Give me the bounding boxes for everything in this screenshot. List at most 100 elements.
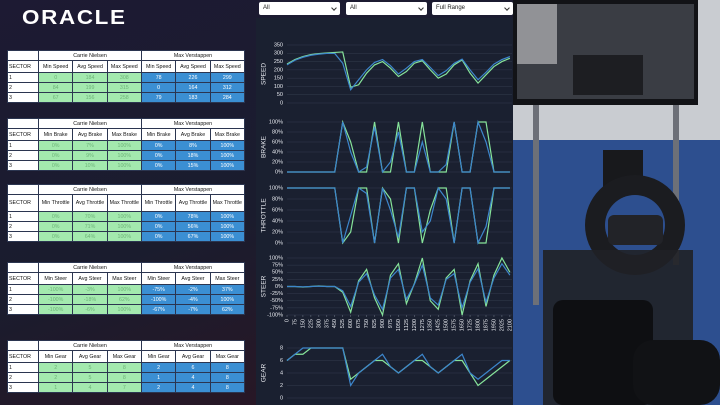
x-tick-label: 825 bbox=[372, 319, 378, 328]
seat-back bbox=[633, 340, 720, 405]
y-tick-label: -100% bbox=[267, 312, 283, 318]
series-line bbox=[286, 347, 510, 388]
x-tick-label: 1875 bbox=[483, 319, 489, 331]
stats-table: Carrie Nielsen Max Verstappen SECTOR Min Sp… bbox=[7, 50, 246, 103]
column-header: Avg Throttle bbox=[72, 194, 108, 212]
column-header: Min Speed bbox=[140, 60, 177, 73]
y-tick-label: 350 bbox=[274, 42, 283, 48]
column-header: Avg Brake bbox=[72, 128, 108, 141]
column-header: Avg Steer bbox=[72, 272, 108, 285]
stand bbox=[533, 105, 539, 305]
value-cell: 8 bbox=[209, 382, 246, 393]
y-tick-label: 25% bbox=[272, 277, 283, 283]
filter-dropdown[interactable]: All bbox=[259, 2, 340, 15]
y-tick-label: 60% bbox=[272, 207, 283, 213]
column-header: Max Throttle bbox=[209, 194, 246, 212]
data-row: 3 -100% -6% 100% -67% -7% 62% bbox=[7, 304, 246, 315]
column-row: SECTOR Min Steer Avg Steer Max Steer Min Ste… bbox=[7, 272, 246, 285]
x-tick-label: 300 bbox=[316, 319, 322, 328]
data-row: 3 0% 64% 100% 0% 67% 100% bbox=[7, 231, 246, 242]
y-tick-label: 200 bbox=[274, 67, 283, 73]
y-tick-label: 60% bbox=[272, 139, 283, 145]
y-tick-label: 40% bbox=[272, 149, 283, 155]
data-row: 3 0% 10% 100% 0% 15% 100% bbox=[7, 160, 246, 171]
filter-dropdown[interactable]: Full Range bbox=[432, 2, 513, 15]
x-tick-label: 0 bbox=[284, 319, 290, 322]
stats-table: Carrie Nielsen Max Verstappen SECTOR Min Br… bbox=[7, 118, 246, 171]
screen-detail bbox=[517, 4, 557, 64]
stats-table: Carrie Nielsen Max Verstappen SECTOR Min Th… bbox=[7, 184, 246, 242]
column-row: SECTOR Min Gear Avg Gear Max Gear Min Gear Av… bbox=[7, 350, 246, 363]
x-tick-label: 1425 bbox=[436, 319, 442, 331]
x-tick-label: 1950 bbox=[491, 319, 497, 331]
y-tick-label: 50% bbox=[272, 270, 283, 276]
x-tick-label: 1050 bbox=[396, 319, 402, 331]
y-tick-label: 100% bbox=[269, 185, 283, 191]
filter-dropdown[interactable]: All bbox=[346, 2, 427, 15]
charts: SPEED050100150200250300350BRAKE0%20%40%6… bbox=[256, 18, 513, 405]
series-line bbox=[287, 262, 511, 311]
y-tick-label: 2 bbox=[280, 383, 283, 389]
series-line bbox=[286, 52, 511, 92]
column-header: Max Speed bbox=[106, 60, 142, 73]
x-tick-label: 900 bbox=[380, 319, 386, 328]
y-axis-title: THROTTLE bbox=[261, 198, 268, 233]
y-axis-title: STEER bbox=[261, 275, 268, 297]
x-tick-label: 525 bbox=[340, 319, 346, 328]
value-cell: 100% bbox=[209, 231, 246, 242]
value-cell: 100% bbox=[209, 160, 246, 171]
x-tick-label: 1575 bbox=[452, 319, 458, 331]
y-axis-title: BRAKE bbox=[261, 135, 268, 158]
x-tick-label: 375 bbox=[324, 319, 330, 328]
value-cell: 62% bbox=[209, 304, 246, 315]
series-line bbox=[287, 186, 510, 246]
x-tick-label: 975 bbox=[388, 319, 394, 328]
seat bbox=[553, 300, 653, 405]
data-row: 1 -100% -3% 100% -75% -2% 37% bbox=[7, 284, 246, 295]
column-header: Min Gear bbox=[37, 350, 74, 363]
y-tick-label: 100% bbox=[269, 119, 283, 125]
x-tick-label: 2100 bbox=[507, 319, 513, 331]
value-cell: 284 bbox=[209, 92, 246, 103]
stand bbox=[673, 105, 679, 265]
y-tick-label: 0% bbox=[275, 240, 283, 246]
y-axis-title: SPEED bbox=[261, 63, 268, 85]
y-tick-label: -25% bbox=[270, 291, 283, 297]
y-tick-label: 0 bbox=[280, 100, 283, 106]
x-tick-label: 2025 bbox=[499, 319, 505, 331]
x-tick-label: 75 bbox=[292, 319, 298, 325]
data-row: 3 67 156 258 79 183 284 bbox=[7, 92, 246, 103]
x-tick-label: 1125 bbox=[404, 319, 410, 331]
x-tick-label: 1725 bbox=[468, 319, 474, 331]
y-tick-label: 100% bbox=[269, 255, 283, 261]
y-tick-label: -50% bbox=[270, 298, 283, 304]
y-tick-label: 8 bbox=[280, 345, 283, 351]
column-header: Min Steer bbox=[140, 272, 177, 285]
y-tick-label: 4 bbox=[280, 370, 283, 376]
x-tick-label: 675 bbox=[356, 319, 362, 328]
chart-panel bbox=[256, 18, 513, 405]
y-axis-title: GEAR bbox=[261, 363, 268, 382]
column-header: Max Gear bbox=[209, 350, 246, 363]
data-row: 2 84 199 315 0 164 312 bbox=[7, 82, 246, 93]
sector-header: SECTOR bbox=[7, 128, 39, 141]
y-tick-label: 40% bbox=[272, 218, 283, 224]
y-tick-label: 80% bbox=[272, 196, 283, 202]
x-tick-label: 1500 bbox=[444, 319, 450, 331]
screen-cockpit bbox=[573, 55, 643, 95]
x-tick-label: 600 bbox=[348, 319, 354, 328]
y-tick-label: 0 bbox=[280, 395, 283, 401]
y-tick-label: 100 bbox=[274, 84, 283, 90]
y-tick-label: 250 bbox=[274, 59, 283, 65]
column-header: Min Throttle bbox=[140, 194, 177, 212]
y-tick-label: 75% bbox=[272, 263, 283, 269]
y-tick-label: 6 bbox=[280, 358, 283, 364]
x-tick-label: 225 bbox=[308, 319, 314, 328]
x-tick-label: 1800 bbox=[475, 319, 481, 331]
column-header: Min Brake bbox=[140, 128, 177, 141]
y-tick-label: 0% bbox=[275, 284, 283, 290]
wheel-hub bbox=[608, 215, 663, 245]
sector-header: SECTOR bbox=[7, 194, 39, 212]
